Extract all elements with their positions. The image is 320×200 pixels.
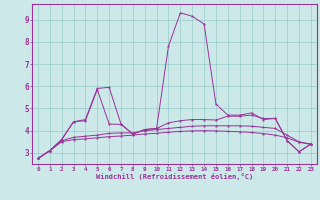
- X-axis label: Windchill (Refroidissement éolien,°C): Windchill (Refroidissement éolien,°C): [96, 173, 253, 180]
